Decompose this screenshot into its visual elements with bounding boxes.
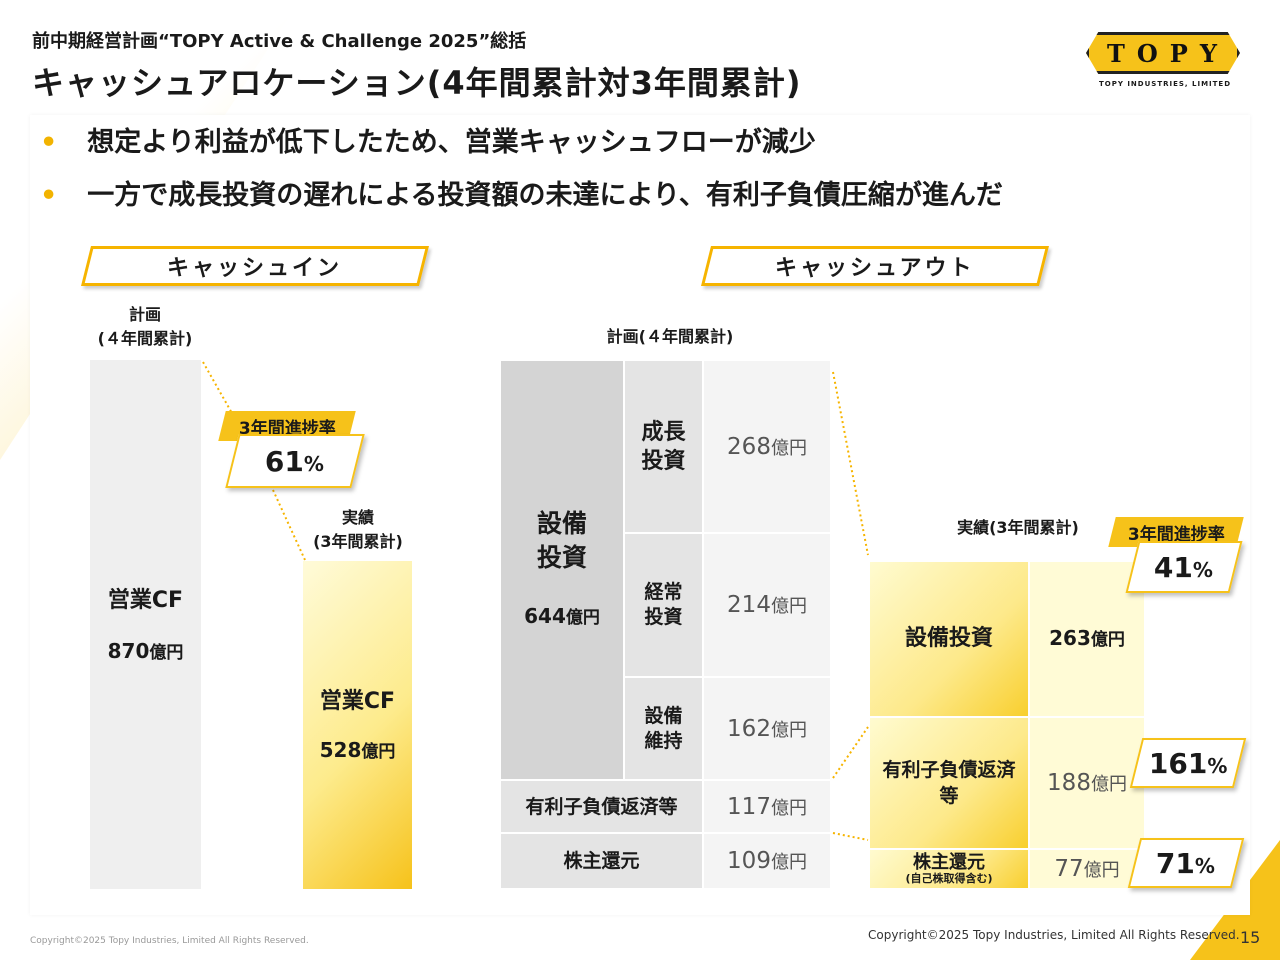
actual-debt-value-cell: 188億円 (1030, 718, 1144, 848)
plan-shareholder-value-cell: 109億円 (704, 834, 830, 888)
plan-debt-label-cell: 有利子負債返済等 (501, 781, 702, 832)
capex-rate-box: 41% (1125, 541, 1243, 593)
plan-growth-label-cell: 成長 投資 (625, 361, 702, 532)
plan-shareholder-label-cell: 株主還元 (501, 834, 702, 888)
bullet-1: • 想定より利益が低下したため、営業キャッシュフローが減少 (40, 127, 816, 158)
slide-subtitle: 前中期経営計画“TOPY Active & Challenge 2025”総括 (32, 31, 527, 52)
shareholder-rate-box: 71% (1127, 838, 1245, 888)
actual-debt-label-cell: 有利子負債返済 等 (870, 718, 1028, 848)
page-number: 15 (1240, 928, 1261, 947)
plan-maintenance-value-cell: 162億円 (704, 678, 830, 779)
actual-shareholder-value-cell: 77億円 (1030, 850, 1144, 888)
actual-operating-cf-value: 528億円 (319, 738, 396, 762)
cash-out-heading: キャッシュアウト (701, 246, 1049, 286)
cash-in-actual-label: 実績 (3年間累計) (313, 508, 403, 551)
bullet-2: • 一方で成長投資の遅れによる投資額の未達により、有利子負債圧縮が進んだ (40, 180, 1003, 211)
cash-out-plan-label: 計画(４年間累計) (606, 327, 734, 346)
plan-operating-cf-value: 870億円 (107, 639, 184, 663)
actual-capex-label-cell: 設備投資 (870, 562, 1028, 716)
plan-growth-value-cell: 268億円 (704, 361, 830, 532)
debt-rate-box: 161% (1129, 738, 1247, 788)
cash-in-rate-box: 61% (225, 434, 365, 488)
plan-debt-value-cell: 117億円 (704, 781, 830, 832)
actual-shareholder-label-cell: 株主還元 (自己株取得含む) (870, 850, 1028, 888)
footer-copyright-left: Copyright©2025 Topy Industries, Limited … (30, 936, 309, 946)
plan-operating-cf-bar (90, 360, 201, 889)
cash-out-actual-label: 実績(3年間累計) (957, 518, 1079, 537)
logo-subtext: TOPY INDUSTRIES, LIMITED (1098, 80, 1232, 88)
actual-capex-value-cell: 263億円 (1030, 562, 1144, 716)
actual-operating-cf-label: 営業CF (319, 689, 396, 714)
slide-title: キャッシュアロケーション(4年間累計対3年間累計) (32, 64, 802, 102)
cash-in-plan-label: 計画 (４年間累計) (97, 305, 193, 348)
plan-capex-total-cell: 設備 投資 644億円 (501, 361, 623, 779)
cash-in-heading: キャッシュイン (81, 246, 429, 286)
footer-copyright-right: Copyright©2025 Topy Industries, Limited … (868, 928, 1240, 942)
plan-recurring-label-cell: 経常 投資 (625, 534, 702, 676)
topy-logo: TOPY (1086, 32, 1240, 74)
plan-operating-cf-label: 営業CF (107, 588, 184, 613)
plan-maintenance-label-cell: 設備 維持 (625, 678, 702, 779)
actual-operating-cf-bar (303, 561, 412, 889)
plan-recurring-value-cell: 214億円 (704, 534, 830, 676)
